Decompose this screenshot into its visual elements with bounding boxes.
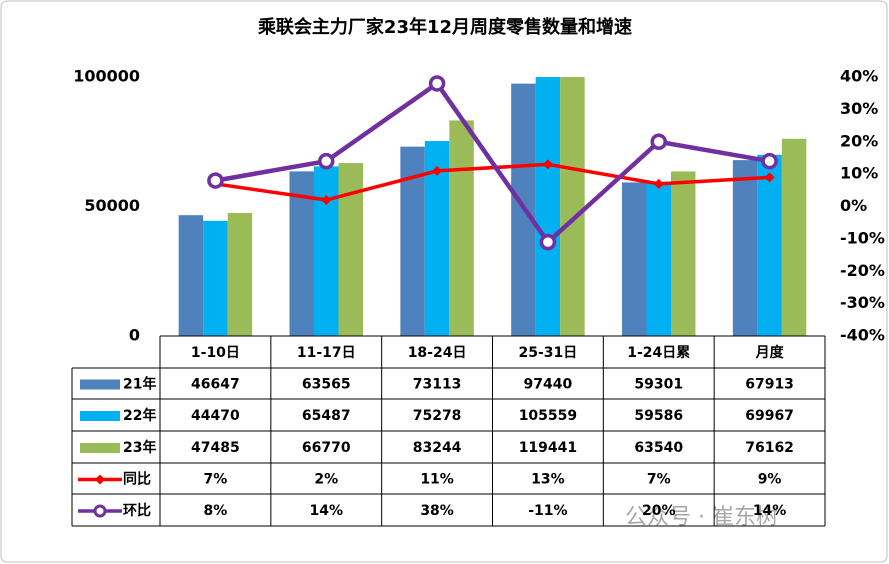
bar bbox=[732, 160, 758, 336]
table-cell: 69967 bbox=[745, 408, 794, 424]
x-tick-label: 11-17日 bbox=[297, 345, 356, 361]
y2-tick-label: -10% bbox=[840, 228, 885, 247]
table-cell: 38% bbox=[420, 503, 454, 519]
table-cell: 67913 bbox=[745, 377, 794, 393]
table-cell: 14% bbox=[309, 503, 343, 519]
bar bbox=[449, 120, 474, 336]
table-cell: 63540 bbox=[634, 440, 683, 456]
line bbox=[215, 80, 770, 246]
legend-label: 22年 bbox=[123, 407, 156, 424]
table-cell: 59586 bbox=[634, 408, 683, 424]
table-cell: 66770 bbox=[302, 440, 351, 456]
table-cell: 7% bbox=[647, 472, 671, 488]
y2-tick-label: -30% bbox=[840, 293, 885, 312]
table-cell: 20% bbox=[642, 503, 676, 519]
legend-swatch bbox=[80, 411, 120, 421]
bar bbox=[203, 220, 228, 336]
marker bbox=[321, 195, 332, 206]
chart-title: 乘联会主力厂家23年12月周度零售数量和增速 bbox=[257, 16, 632, 38]
table-cell: 47485 bbox=[191, 440, 240, 456]
x-tick-label: 1-24日累 bbox=[627, 345, 690, 361]
table-cell: 46647 bbox=[191, 377, 240, 393]
y2-tick-label: 30% bbox=[840, 99, 878, 118]
table-cell: 7% bbox=[204, 472, 228, 488]
bar bbox=[646, 181, 671, 336]
bar bbox=[781, 138, 807, 336]
marker bbox=[539, 233, 557, 251]
table-cell: 97440 bbox=[524, 377, 573, 393]
table-cell: 83244 bbox=[413, 440, 462, 456]
y2-tick-label: -40% bbox=[840, 326, 885, 345]
legend-marker bbox=[93, 504, 107, 518]
x-tick-label: 月度 bbox=[755, 344, 785, 361]
bar bbox=[338, 163, 363, 336]
y2-tick-label: -20% bbox=[840, 261, 885, 280]
y2-tick-label: 0% bbox=[840, 196, 867, 215]
table-cell: 11% bbox=[420, 472, 454, 488]
bar bbox=[757, 154, 782, 336]
table-cell: 105559 bbox=[519, 408, 577, 424]
legend-label: 环比 bbox=[123, 502, 151, 519]
y-tick-label: 0 bbox=[129, 326, 140, 345]
y-tick-label: 100000 bbox=[73, 67, 140, 86]
bar bbox=[227, 213, 253, 336]
legend-label: 23年 bbox=[123, 439, 156, 456]
marker bbox=[428, 75, 446, 92]
bar bbox=[671, 171, 696, 336]
y2-tick-label: 40% bbox=[840, 67, 878, 86]
legend-label: 21年 bbox=[123, 376, 156, 393]
table-cell: 59301 bbox=[634, 377, 683, 393]
bar-group bbox=[178, 77, 807, 336]
marker bbox=[764, 172, 775, 183]
x-tick-label: 1-10日 bbox=[191, 345, 240, 361]
marker bbox=[318, 152, 335, 170]
marker bbox=[653, 178, 664, 189]
table-cell: 13% bbox=[531, 472, 565, 488]
table-cell: 14% bbox=[753, 503, 787, 519]
table-cell: 8% bbox=[204, 503, 228, 519]
y2-tick-label: 20% bbox=[840, 131, 878, 150]
table-cell: 44470 bbox=[191, 408, 240, 424]
marker bbox=[542, 159, 553, 170]
legend-swatch bbox=[80, 443, 120, 453]
y-tick-label: 50000 bbox=[84, 196, 140, 215]
table-cell: 75278 bbox=[413, 408, 462, 424]
table-cell: 119441 bbox=[519, 440, 577, 456]
table-cell: 9% bbox=[758, 472, 782, 488]
table-cell: 76162 bbox=[745, 440, 794, 456]
bar bbox=[314, 166, 339, 336]
bar bbox=[560, 77, 585, 336]
table-cell: 73113 bbox=[413, 377, 462, 393]
y2-tick-label: 10% bbox=[840, 164, 878, 183]
table-cell: 65487 bbox=[302, 408, 351, 424]
legend-swatch bbox=[80, 379, 120, 390]
legend-label: 同比 bbox=[123, 471, 151, 488]
line bbox=[215, 162, 770, 202]
marker bbox=[207, 172, 224, 189]
table-cell: -11% bbox=[528, 503, 567, 519]
legend-marker bbox=[95, 474, 105, 485]
x-tick-label: 25-31日 bbox=[519, 345, 578, 361]
marker bbox=[761, 152, 778, 170]
marker bbox=[432, 165, 443, 176]
table-cell: 2% bbox=[314, 472, 338, 488]
x-tick-label: 18-24日 bbox=[408, 345, 467, 361]
marker bbox=[650, 133, 667, 150]
bar bbox=[178, 215, 204, 336]
watermark: 公众号 · 崔东树 bbox=[625, 505, 778, 530]
bar bbox=[535, 77, 561, 336]
table-cell: 63565 bbox=[302, 377, 351, 393]
bar bbox=[622, 182, 647, 336]
